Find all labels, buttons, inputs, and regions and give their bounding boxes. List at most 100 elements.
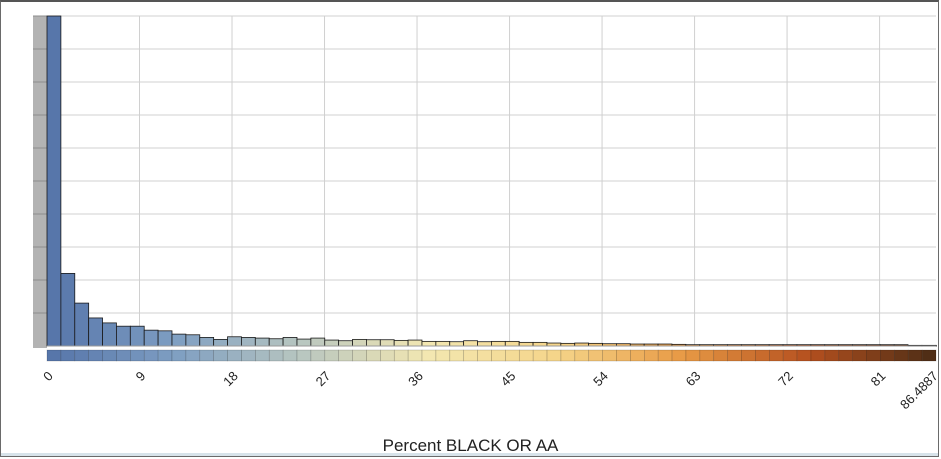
color-ramp-swatch [366,349,381,362]
x-tick-label: 86.4887 [897,368,941,412]
color-ramp-swatch [116,349,131,362]
y-axis-gutter-ticks [33,15,47,314]
histogram-bar [504,340,520,347]
histogram-bar [60,272,76,347]
x-tick-label: 54 [590,368,611,389]
histogram-bar [102,322,117,347]
color-ramp-swatch [282,349,298,362]
color-ramp-swatch [602,349,617,362]
color-ramp-swatch [421,349,437,362]
color-ramp-swatch [685,349,701,362]
histogram-bar [143,329,159,347]
x-tick-label: 81 [868,368,889,389]
color-ramp [46,349,937,362]
x-tick-label: 0 [40,368,56,384]
color-ramp-swatch [505,349,520,362]
color-ramp-swatch [102,349,117,362]
color-ramp-swatch [449,349,465,362]
histogram-bar [74,302,90,347]
histogram-bar [185,334,201,347]
y-axis-gutter [33,16,47,348]
x-tick-label: 9 [133,368,149,384]
color-ramp-swatch [671,349,687,362]
grid-layer [47,15,936,346]
color-ramp-swatch [643,349,659,362]
color-ramp-swatch [338,349,353,362]
color-ramp-swatch [894,349,909,362]
histogram-bar [435,340,451,347]
color-ramp-swatch [907,349,923,362]
histogram-bar [310,337,326,347]
color-ramp-swatch [46,349,62,362]
color-ramp-swatch [268,349,284,362]
color-ramp-swatch [616,349,631,362]
color-ramp-swatch [699,349,715,362]
x-tick-label: 63 [683,368,704,389]
color-ramp-swatch [407,349,423,362]
color-ramp-swatch [769,349,784,362]
x-tick-label: 27 [313,368,334,389]
histogram-bar [199,337,215,347]
color-ramp-swatch [866,349,881,362]
histogram-bar [129,325,145,347]
histogram-bar [393,339,409,347]
histogram-bar [491,340,506,347]
bars-layer [46,15,937,347]
histogram-bar [463,340,478,347]
histogram-bar [296,338,312,347]
color-ramp-swatch [657,349,673,362]
histogram-bar [379,339,395,347]
x-tick-label: 45 [498,368,519,389]
color-ramp-swatch [574,349,590,362]
color-ramp-swatch [255,349,270,362]
color-ramp-swatch [560,349,576,362]
color-ramp-swatch [546,349,562,362]
color-ramp-swatch [463,349,478,362]
histogram-bar [227,336,242,347]
histogram-bar [407,339,423,347]
color-ramp-swatch [435,349,451,362]
x-axis-title: Percent BLACK OR AA [382,436,559,455]
histogram-bar [518,341,534,347]
histogram-bar [477,341,492,347]
histogram-bar [421,340,437,347]
color-ramp-swatch [588,349,603,362]
color-ramp-swatch [921,349,937,362]
color-ramp-swatch [199,349,214,362]
color-ramp-swatch [227,349,242,362]
color-ramp-swatch [782,349,798,362]
color-ramp-swatch [810,349,826,362]
color-ramp-swatch [88,349,103,362]
color-ramp-swatch [241,349,256,362]
histogram-bar [532,341,548,347]
histogram-bar [88,317,103,347]
x-tick-label: 72 [775,368,796,389]
histogram-bar [46,15,62,347]
color-ramp-swatch [60,349,76,362]
histogram-bar [352,338,367,347]
color-ramp-swatch [852,349,867,362]
color-ramp-swatch [185,349,201,362]
color-ramp-swatch [741,349,756,362]
histogram-bar [282,337,298,347]
color-ramp-swatch [143,349,159,362]
x-tick-label: 18 [220,368,241,389]
color-ramp-swatch [713,349,728,362]
color-ramp-swatch [310,349,326,362]
histogram-bar [213,338,228,347]
color-ramp-swatch [532,349,548,362]
histogram-bar [254,337,270,347]
color-ramp-swatch [213,349,228,362]
histogram-bar [449,341,465,347]
histogram-bar [157,330,173,347]
color-ramp-swatch [477,349,492,362]
x-tick-labels: 0 9 18 27 36 45 54 63 72 81 86.4887 [40,368,941,412]
color-ramp-swatch [393,349,409,362]
color-ramp-swatch [518,349,534,362]
color-ramp-swatch [130,349,145,362]
histogram-bar [268,338,284,347]
histogram-bar [241,337,256,347]
histogram-bar [171,333,187,347]
